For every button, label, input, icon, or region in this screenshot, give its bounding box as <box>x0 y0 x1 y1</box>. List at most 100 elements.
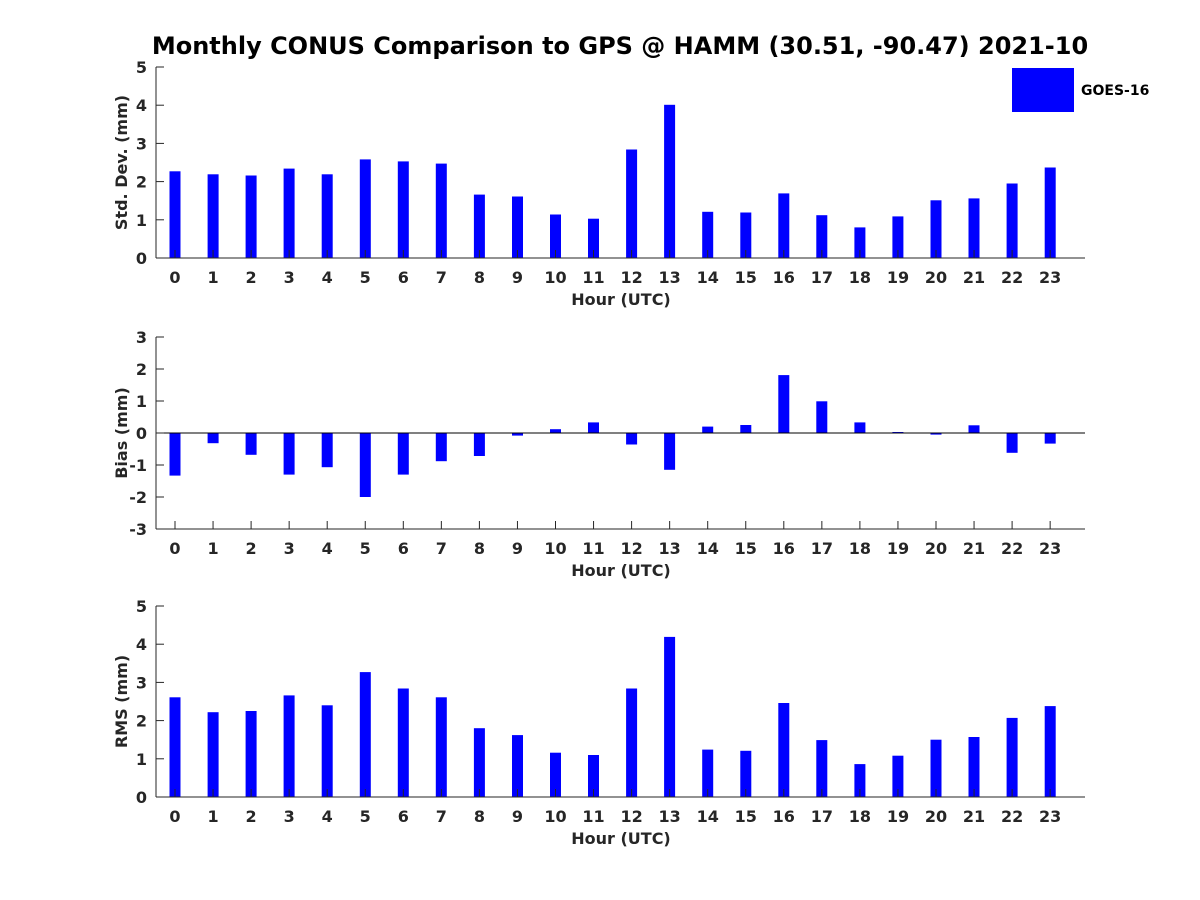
bar-bias-15 <box>740 425 752 433</box>
x-tick-label: 2 <box>246 807 257 826</box>
x-tick-label: 22 <box>1001 539 1023 558</box>
x-tick-label: 16 <box>773 268 795 287</box>
legend-swatch <box>1012 68 1074 112</box>
x-tick-label: 22 <box>1001 807 1023 826</box>
bar-std-0 <box>169 171 181 258</box>
x-tick-label: 13 <box>659 268 681 287</box>
y-tick-label: -3 <box>129 520 147 539</box>
bar-bias-1 <box>207 433 219 444</box>
x-tick-label: 2 <box>246 539 257 558</box>
x-tick-label: 1 <box>207 807 218 826</box>
bar-bias-21 <box>968 425 980 433</box>
x-axis-label: Hour (UTC) <box>571 290 671 309</box>
bar-std-17 <box>816 215 828 258</box>
x-tick-label: 12 <box>620 807 642 826</box>
x-tick-label: 19 <box>887 807 909 826</box>
bar-bias-23 <box>1044 433 1056 444</box>
bar-bias-12 <box>626 433 638 445</box>
bar-rms-10 <box>550 752 561 797</box>
y-tick-label: 0 <box>136 424 147 443</box>
x-tick-label: 6 <box>398 268 409 287</box>
y-tick-label: 0 <box>136 249 147 268</box>
bar-rms-20 <box>930 739 942 797</box>
x-tick-label: 14 <box>697 539 719 558</box>
bar-bias-22 <box>1006 433 1018 453</box>
x-axis-label: Hour (UTC) <box>571 561 671 580</box>
x-tick-label: 3 <box>284 807 295 826</box>
bar-std-10 <box>550 214 561 258</box>
x-axis-label: Hour (UTC) <box>571 829 671 848</box>
bar-bias-16 <box>778 375 790 433</box>
bar-std-22 <box>1006 183 1018 258</box>
x-tick-label: 10 <box>544 807 566 826</box>
x-tick-label: 21 <box>963 268 985 287</box>
x-tick-label: 18 <box>849 539 871 558</box>
bar-rms-9 <box>512 735 523 797</box>
y-axis-label: Bias (mm) <box>112 387 131 479</box>
bar-std-21 <box>968 198 980 258</box>
x-tick-label: 7 <box>436 539 447 558</box>
x-tick-label: 11 <box>582 268 604 287</box>
x-tick-label: 14 <box>697 807 719 826</box>
y-tick-label: 3 <box>136 134 147 153</box>
bar-bias-18 <box>854 422 866 433</box>
bar-rms-6 <box>397 688 409 797</box>
bar-std-7 <box>435 163 447 258</box>
bar-rms-2 <box>245 711 257 797</box>
bar-bias-17 <box>816 401 828 433</box>
y-axis-label: Std. Dev. (mm) <box>112 95 131 230</box>
y-tick-label: 2 <box>136 173 147 192</box>
x-tick-label: 1 <box>207 539 218 558</box>
bar-bias-14 <box>702 426 714 433</box>
x-tick-label: 9 <box>512 268 523 287</box>
bar-std-11 <box>588 218 599 258</box>
y-tick-label: 3 <box>136 328 147 347</box>
bar-std-14 <box>702 211 714 258</box>
x-tick-label: 17 <box>811 268 833 287</box>
x-tick-label: 21 <box>963 539 985 558</box>
x-tick-label: 4 <box>322 539 333 558</box>
bar-rms-23 <box>1044 706 1056 797</box>
x-tick-label: 16 <box>773 807 795 826</box>
legend: GOES-16 <box>1012 68 1149 112</box>
bar-std-2 <box>245 175 257 258</box>
bar-bias-0 <box>169 433 181 476</box>
y-tick-label: 1 <box>136 211 147 230</box>
x-tick-label: 6 <box>398 539 409 558</box>
y-tick-label: 2 <box>136 360 147 379</box>
x-tick-label: 20 <box>925 268 947 287</box>
y-tick-label: -2 <box>129 488 147 507</box>
x-tick-label: 0 <box>169 807 180 826</box>
bar-rms-17 <box>816 740 828 797</box>
x-tick-label: 12 <box>620 539 642 558</box>
x-tick-label: 20 <box>925 807 947 826</box>
x-tick-label: 5 <box>360 807 371 826</box>
x-tick-label: 10 <box>544 268 566 287</box>
x-tick-label: 12 <box>620 268 642 287</box>
y-tick-label: 5 <box>136 597 147 616</box>
y-tick-label: 4 <box>136 635 147 654</box>
x-tick-label: 5 <box>360 268 371 287</box>
x-tick-label: 10 <box>544 539 566 558</box>
x-tick-label: 22 <box>1001 268 1023 287</box>
bar-rms-5 <box>359 672 371 797</box>
y-tick-label: 5 <box>136 58 147 77</box>
x-tick-label: 15 <box>735 539 757 558</box>
x-tick-label: 6 <box>398 807 409 826</box>
y-tick-label: 3 <box>136 673 147 692</box>
bar-std-5 <box>359 159 371 258</box>
bar-bias-2 <box>245 433 257 455</box>
x-tick-label: 9 <box>512 807 523 826</box>
x-tick-label: 7 <box>436 807 447 826</box>
bar-std-15 <box>740 212 752 258</box>
x-tick-label: 15 <box>735 268 757 287</box>
bar-bias-13 <box>664 433 676 470</box>
bar-rms-0 <box>169 697 181 797</box>
bar-rms-8 <box>473 728 485 797</box>
bar-bias-5 <box>359 433 371 497</box>
bar-std-19 <box>892 216 904 258</box>
bar-rms-15 <box>740 750 752 797</box>
bar-bias-4 <box>321 433 333 468</box>
